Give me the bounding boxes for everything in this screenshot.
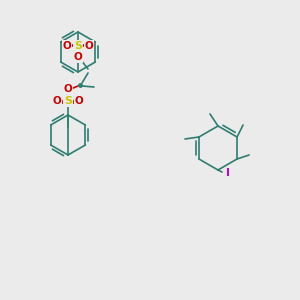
Text: O: O bbox=[85, 41, 93, 51]
Text: O: O bbox=[74, 52, 82, 62]
Text: O: O bbox=[64, 84, 72, 94]
Text: S: S bbox=[74, 41, 82, 51]
Text: I: I bbox=[226, 168, 230, 178]
Text: S: S bbox=[64, 96, 72, 106]
Text: O: O bbox=[75, 96, 83, 106]
Text: O: O bbox=[63, 41, 71, 51]
Text: O: O bbox=[52, 96, 62, 106]
